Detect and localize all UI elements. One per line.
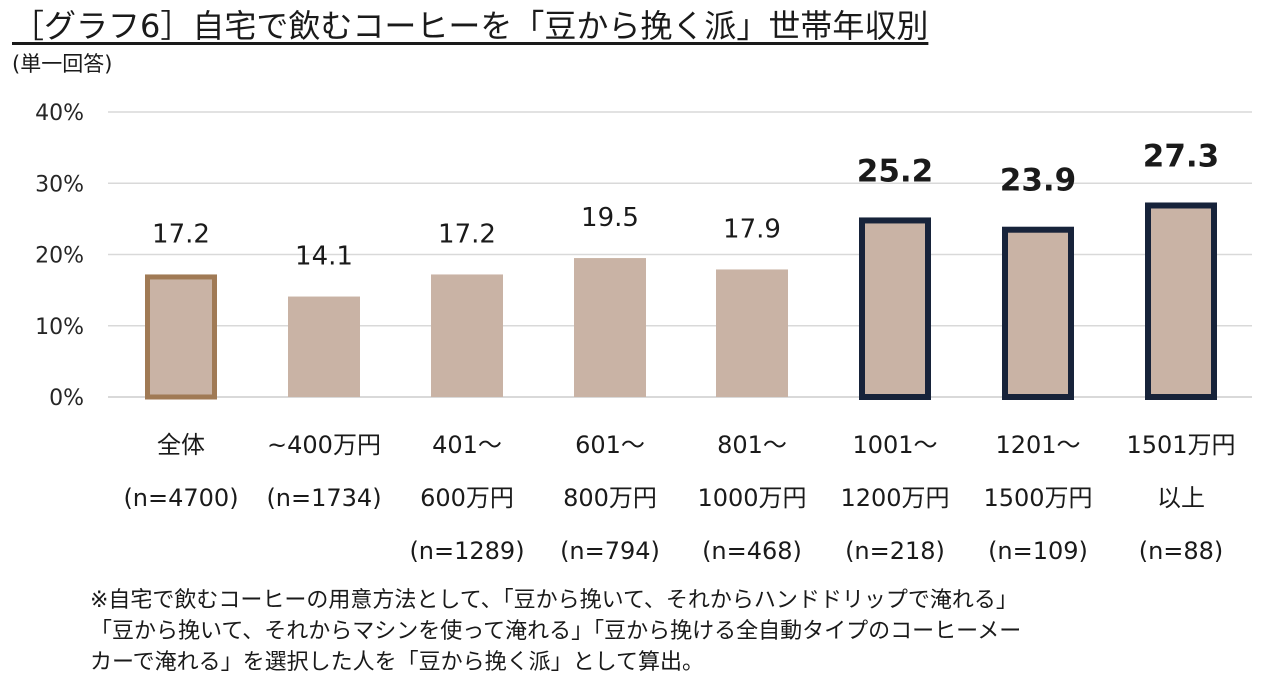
x-tick-label: (n=468) [702, 537, 802, 565]
x-tick-label: 601～ [575, 431, 645, 459]
data-label: 27.3 [1143, 138, 1220, 174]
x-tick-label: 以上 [1157, 484, 1205, 512]
x-tick-label: (n=4700) [123, 484, 238, 512]
footnote: ※自宅で飲むコーヒーの用意方法として、「豆から挽いて、それからハンドドリップで淹… [90, 585, 1250, 678]
x-tick-label: (n=218) [845, 537, 945, 565]
bar [1002, 226, 1074, 400]
bar [145, 274, 217, 400]
bar [1145, 202, 1217, 400]
y-tick-label: 20% [35, 244, 84, 269]
chart-subtitle: (単一回答) [12, 52, 113, 76]
data-label: 17.9 [723, 214, 781, 244]
footnote-line-1: ※自宅で飲むコーヒーの用意方法として、「豆から挽いて、それからハンドドリップで淹… [90, 588, 1018, 613]
data-label: 19.5 [581, 203, 639, 233]
x-tick-label: 1200万円 [840, 484, 949, 512]
bar [288, 296, 360, 397]
data-label: 14.1 [295, 242, 353, 272]
x-tick-label: 1000万円 [697, 484, 806, 512]
x-tick-label: 1001～ [852, 431, 937, 459]
y-tick-label: 0% [49, 386, 84, 411]
x-tick-label: 1501万円 [1126, 431, 1235, 459]
chart-title: ［グラフ6］自宅で飲むコーヒーを「豆から挽く派」世帯年収別 [12, 7, 929, 45]
x-tick-label: (n=88) [1139, 537, 1224, 565]
x-tick-label: 801～ [717, 431, 787, 459]
data-label: 17.2 [438, 219, 496, 249]
x-tick-label: 全体 [157, 431, 205, 459]
x-tick-label: (n=794) [560, 537, 660, 565]
x-tick-label: (n=109) [988, 537, 1088, 565]
x-tick-label: 1201～ [995, 431, 1080, 459]
x-tick-label: 800万円 [563, 484, 657, 512]
bar [859, 217, 931, 400]
x-tick-label: ~400万円 [267, 431, 381, 459]
y-tick-label: 40% [35, 101, 84, 126]
footnote-line-2: 「豆から挽いて、それからマシンを使って淹れる」「豆から挽ける全自動タイプのコーヒ… [90, 619, 1022, 644]
bar [431, 274, 503, 397]
bar [716, 269, 788, 397]
data-label: 17.2 [152, 219, 210, 249]
y-tick-label: 30% [35, 172, 84, 197]
x-tick-label: (n=1734) [266, 484, 381, 512]
data-label: 23.9 [1000, 163, 1077, 199]
x-tick-label: (n=1289) [409, 537, 524, 565]
footnote-line-3: カーで淹れる」を選択した人を「豆から挽く派」として算出。 [90, 650, 705, 675]
x-tick-label: 401～ [432, 431, 502, 459]
data-label: 25.2 [857, 153, 934, 189]
bar-chart: 0% 10% 20% 30% 40% 17.2 全体 (n=4700) 14.1 ~400万円 (n… [35, 101, 1252, 565]
y-tick-label: 10% [35, 315, 84, 340]
bar [574, 258, 646, 397]
x-tick-label: 600万円 [420, 484, 514, 512]
x-tick-label: 1500万円 [983, 484, 1092, 512]
